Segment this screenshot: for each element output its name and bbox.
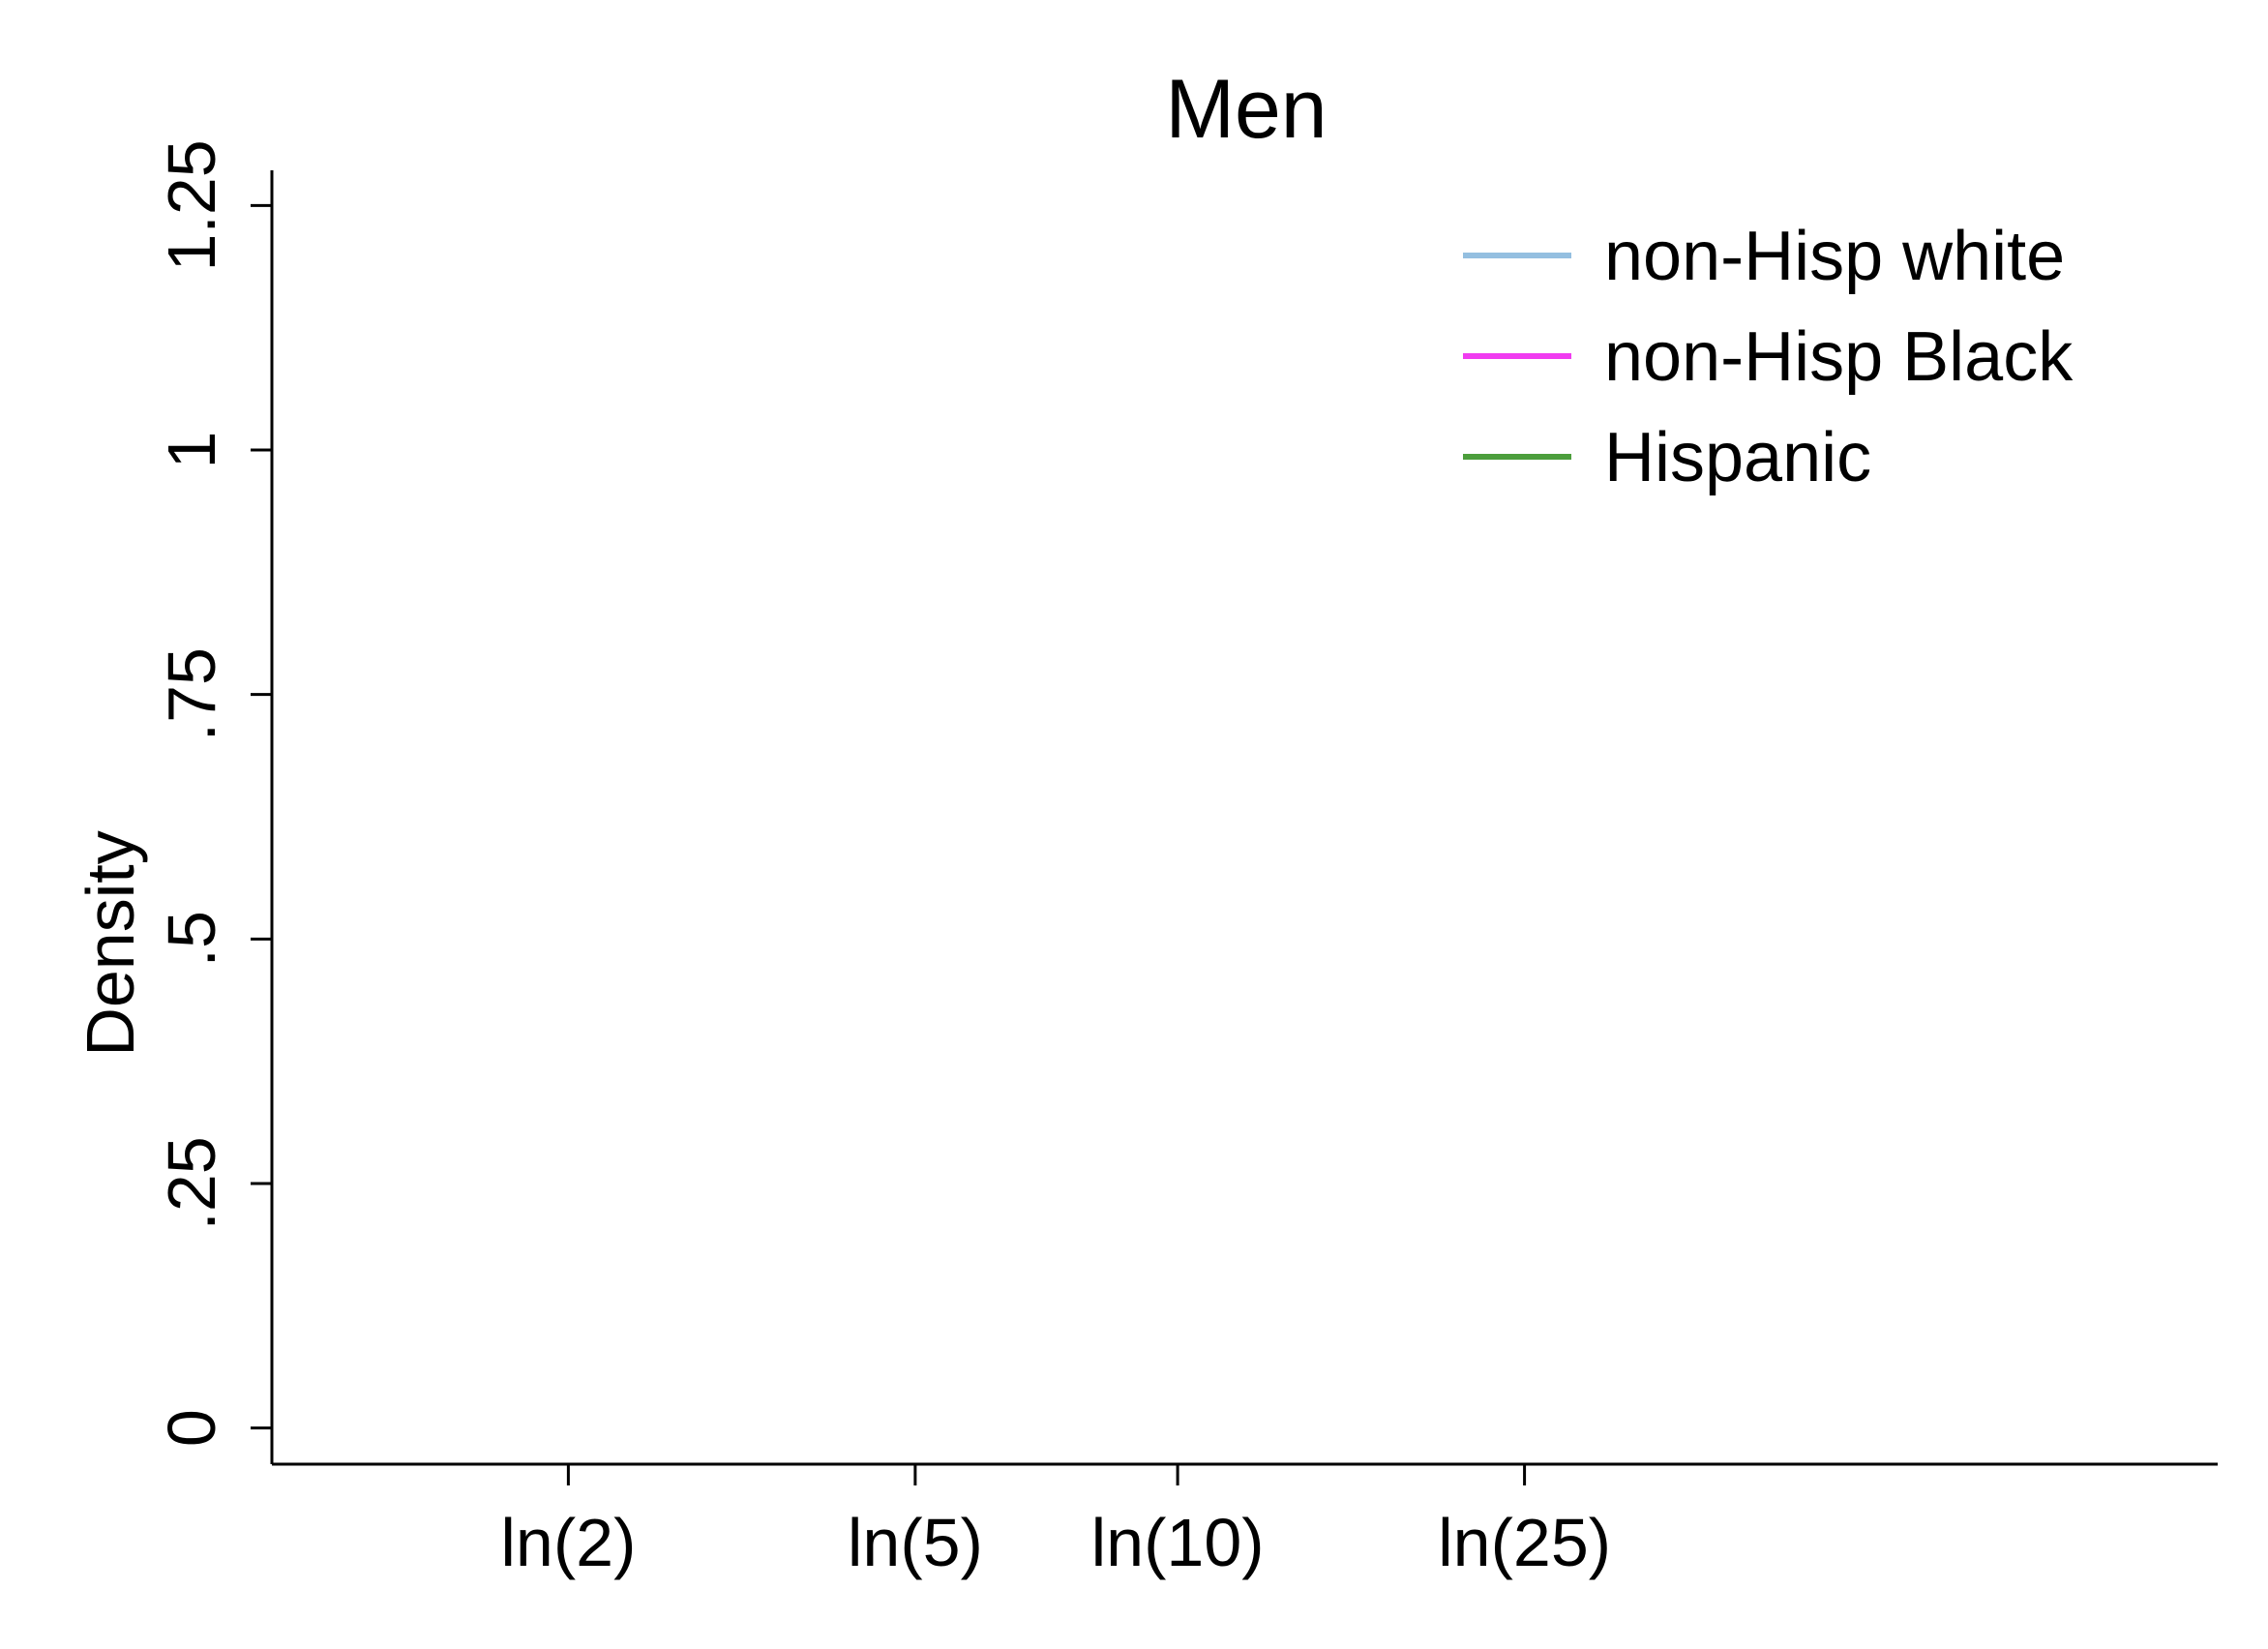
legend-label: Hispanic — [1604, 419, 1871, 496]
y-tick-label: 0 — [154, 1409, 229, 1447]
y-axis-ticks: 0 .25 .5 .75 1 1.25 — [154, 139, 272, 1447]
x-tick-label: ln(5) — [848, 1505, 983, 1580]
axes — [270, 170, 2218, 1466]
y-axis-label: Density — [73, 830, 148, 1056]
y-tick-label: 1.25 — [154, 139, 229, 271]
legend-label: non-Hisp Black — [1604, 318, 2074, 396]
legend-label: non-Hisp white — [1604, 218, 2065, 295]
y-tick-label: .5 — [154, 911, 229, 967]
x-tick-label: ln(10) — [1091, 1505, 1265, 1580]
chart-title: Men — [1165, 63, 1327, 156]
x-tick-label: ln(2) — [500, 1505, 636, 1580]
y-tick-label: 1 — [154, 432, 229, 469]
y-tick-label: .75 — [154, 647, 229, 741]
x-axis-ticks: ln(2) ln(5) ln(10) ln(25) — [500, 1464, 1611, 1580]
y-tick-label: .25 — [154, 1136, 229, 1230]
x-tick-label: ln(25) — [1438, 1505, 1611, 1580]
legend: non-Hisp white non-Hisp Black Hispanic — [1463, 218, 2074, 496]
